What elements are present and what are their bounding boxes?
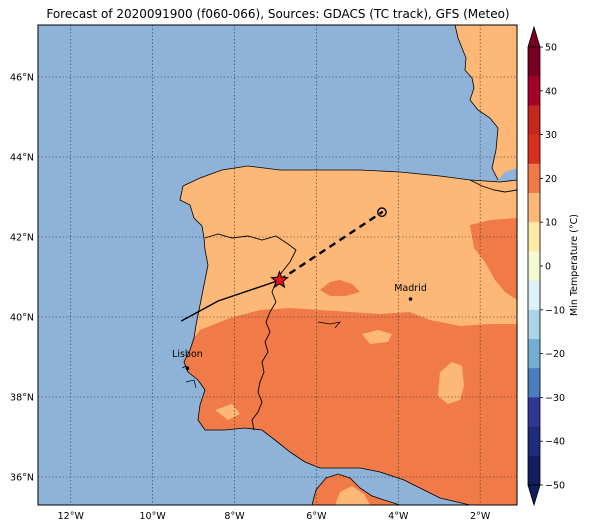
north-africa-cool-zone <box>335 486 370 505</box>
colorbar-segment <box>528 368 540 398</box>
map-frame <box>37 24 518 506</box>
colorbar-tick-label: 0 <box>545 262 551 273</box>
colorbar-segment <box>528 47 540 77</box>
colorbar-tick-label: 10 <box>545 218 557 229</box>
colorbar-tick-label: 20 <box>545 174 557 185</box>
storm-position-star-icon <box>270 270 289 289</box>
city-marker-madrid <box>408 297 413 301</box>
figure-title: Forecast of 2020091900 (f060-066), Sourc… <box>46 7 509 21</box>
lat-tick-label: 46°N <box>10 73 34 84</box>
forecast-end-center <box>380 211 384 214</box>
country-borders <box>204 179 517 431</box>
lon-tick-label: 8°W <box>224 511 245 522</box>
lat-tick-label: 36°N <box>10 473 34 484</box>
cool-patch-3 <box>215 404 240 420</box>
lon-tick-label: 10°W <box>140 511 167 522</box>
colorbar-segment <box>528 134 540 165</box>
city-label-madrid: Madrid <box>394 283 427 294</box>
longitude-tick-labels: 12°W 10°W 8°W 6°W 4°W 2°W <box>58 511 491 522</box>
latitude-tick-labels: 36°N 38°N 40°N 42°N 44°N 46°N <box>10 73 34 484</box>
lat-tick-label: 38°N <box>10 393 34 404</box>
colorbar-segment <box>528 222 540 252</box>
france-landmass <box>455 25 517 180</box>
lon-tick-label: 2°W <box>470 511 491 522</box>
colorbar-tick-label: 30 <box>545 130 557 141</box>
colorbar-tick-label: −30 <box>545 393 565 404</box>
colorbar-extend-min <box>527 484 541 507</box>
colorbar-segment <box>528 455 540 486</box>
city-label-lisbon: Lisbon <box>172 349 203 360</box>
lat-tick-label: 40°N <box>10 313 34 324</box>
colorbar-segment <box>528 397 540 428</box>
colorbar: 50 40 30 20 10 0 −10 −20 −30 −40 −50 Min Temperatu… <box>527 25 580 507</box>
lon-tick-label: 4°W <box>388 511 409 522</box>
colorbar-tick-label: 50 <box>545 43 557 54</box>
coastline <box>179 25 517 505</box>
colorbar-segment <box>528 105 540 136</box>
lat-tick-label: 42°N <box>10 233 34 244</box>
colorbar-tick-label: −20 <box>545 349 565 360</box>
colorbar-segment <box>528 339 540 369</box>
colorbar-segment <box>528 251 540 282</box>
colorbar-segment <box>528 426 540 457</box>
warm-zone-south <box>184 308 517 505</box>
map-panel: Madrid Lisbon <box>38 25 517 505</box>
colorbar-tick-label: −10 <box>545 305 565 316</box>
cool-patch-1 <box>438 362 464 404</box>
colorbar-segment <box>528 76 540 106</box>
colorbar-label: Min Temperature (°C) <box>569 214 580 316</box>
cool-patch-2 <box>362 330 392 344</box>
lon-tick-label: 12°W <box>58 511 85 522</box>
coast-inlets <box>181 321 341 389</box>
colorbar-tick-label: −40 <box>545 437 565 448</box>
colorbar-tick-label: −50 <box>545 481 565 492</box>
colorbar-segment <box>528 193 540 223</box>
warm-zone-east <box>470 218 517 300</box>
colorbar-segment <box>528 309 540 340</box>
colorbar-tick-label: 40 <box>545 86 557 97</box>
lat-tick-label: 44°N <box>10 153 34 164</box>
warm-zone-center <box>320 280 360 296</box>
lon-tick-label: 6°W <box>306 511 327 522</box>
graticule <box>38 25 517 505</box>
forecast-end-marker <box>376 207 387 218</box>
track-observed-line <box>180 279 280 322</box>
track-forecast-line <box>278 211 383 282</box>
colorbar-segment <box>528 163 540 194</box>
colorbar-segment <box>528 280 540 311</box>
city-marker-lisbon <box>185 366 190 371</box>
colorbar-extend-max <box>527 25 541 48</box>
